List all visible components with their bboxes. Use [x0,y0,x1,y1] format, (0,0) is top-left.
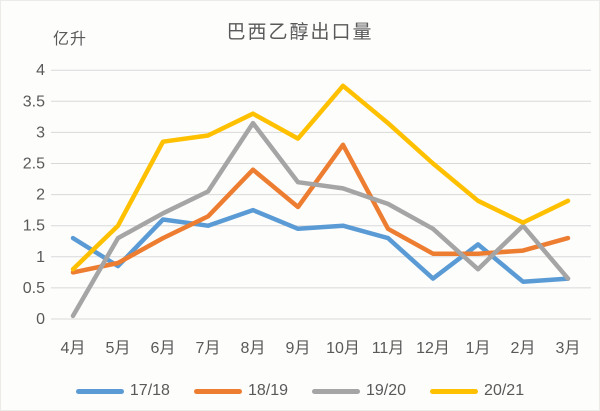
x-axis-label-1: 4月 [61,340,86,357]
legend-item-19-20: 19/20 [312,382,406,400]
x-axis-label-10: 1月 [466,340,491,357]
x-axis-label-3: 6月 [151,340,176,357]
chart-title: 巴西乙醇出口量 [226,22,374,43]
series-line-20-21 [70,83,571,272]
legend-line-swatch-17-18 [75,388,124,394]
y-axis-tick-label-1.5: 1.5 [23,218,45,235]
legend-item-20-21: 20/21 [430,382,524,400]
legend-item-17-18: 17/18 [75,382,170,400]
legend-line-swatch-18-19 [193,388,242,394]
x-axis-label-8: 11月 [372,340,405,357]
y-axis-tick-label-0: 0 [36,311,45,328]
legend-line-swatch-19-20 [312,388,360,394]
x-axis-label-4: 7月 [196,340,221,357]
legend-label: 17/18 [129,382,170,399]
chart-legend: 17/18 18/19 19/20 20/21 [1,382,599,400]
legend-item-18-19: 18/19 [193,382,288,400]
x-axis-label-2: 5月 [106,340,131,357]
y-axis-tick-label-1: 1 [36,249,45,266]
series-line-18-19 [70,142,571,275]
y-axis-tick-label-4: 4 [36,62,45,79]
y-axis-tick-label-3: 3 [36,124,45,141]
series-line-19-20 [70,120,571,319]
x-axis-label-6: 9月 [286,340,311,357]
legend-label: 19/20 [366,382,407,399]
x-axis-label-12: 3月 [556,340,581,357]
y-axis-tick-label-2: 2 [36,187,45,204]
x-axis-label-5: 8月 [241,340,266,357]
y-axis-unit-label: 亿升 [53,31,88,48]
legend-line-swatch-20-21 [430,388,479,394]
x-axis-label-7: 10月 [326,340,360,357]
x-axis-label-11: 2月 [511,340,536,357]
x-axis-label-9: 12月 [416,340,450,357]
legend-label: 20/21 [484,382,525,399]
y-axis-tick-label-0.5: 0.5 [23,280,45,297]
y-axis-tick-label-2.5: 2.5 [23,156,45,173]
series-line-17-18 [70,207,571,284]
y-axis-tick-label-3.5: 3.5 [23,93,45,110]
legend-label: 18/19 [247,382,288,399]
